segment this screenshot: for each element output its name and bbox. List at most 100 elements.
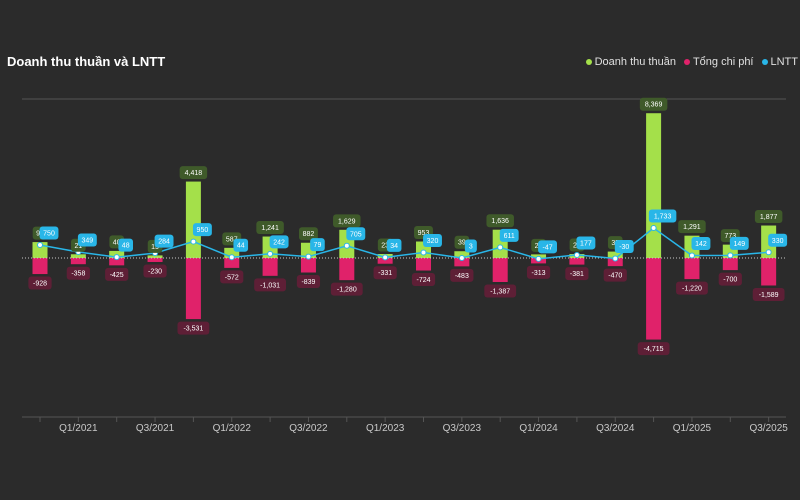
label-profit: 750 xyxy=(43,231,55,238)
label-cost: -1,589 xyxy=(759,292,779,299)
point-profit xyxy=(765,249,772,256)
label-revenue: 1,636 xyxy=(491,218,509,225)
label-revenue: 882 xyxy=(303,231,315,238)
label-cost: -1,280 xyxy=(337,287,357,294)
label-profit: 330 xyxy=(772,238,784,245)
label-profit: 349 xyxy=(82,237,94,244)
label-cost: -839 xyxy=(301,279,315,286)
x-tick-label: Q1/2021 xyxy=(59,423,98,434)
point-profit xyxy=(382,254,389,261)
label-cost-bg xyxy=(105,267,129,281)
bar-cost xyxy=(492,258,508,282)
label-profit: -47 xyxy=(542,244,552,251)
label-profit-bg xyxy=(691,237,711,251)
label-profit-bg xyxy=(386,238,402,252)
bar-revenue xyxy=(147,255,163,258)
bar-cost xyxy=(569,258,585,265)
chart-legend: Doanh thu thuần Tổng chi phí LNTT xyxy=(585,56,798,68)
bar-cost xyxy=(416,258,431,271)
label-profit-bg xyxy=(310,238,325,252)
label-profit: 177 xyxy=(580,240,592,247)
label-cost-bg xyxy=(28,276,52,290)
label-cost: -572 xyxy=(225,274,239,281)
label-profit-bg xyxy=(499,228,519,242)
label-revenue: 773 xyxy=(724,233,736,240)
point-profit xyxy=(190,238,197,245)
label-revenue-bg xyxy=(678,220,706,234)
bar-revenue xyxy=(70,254,86,258)
point-profit xyxy=(343,242,350,249)
point-profit xyxy=(573,251,580,258)
point-profit xyxy=(535,255,542,262)
legend-item-cost[interactable]: Tổng chi phí xyxy=(683,56,754,68)
point-profit xyxy=(727,252,734,259)
label-revenue-bg xyxy=(639,97,668,111)
label-profit-bg xyxy=(154,234,174,248)
label-profit-bg xyxy=(269,235,289,249)
label-profit-bg xyxy=(39,226,59,240)
bar-cost xyxy=(300,258,316,273)
label-profit: 3 xyxy=(469,243,473,250)
label-cost-bg xyxy=(296,275,321,289)
x-tick-label: Q3/2025 xyxy=(749,423,788,434)
label-cost: -470 xyxy=(608,273,622,280)
point-profit xyxy=(228,254,235,261)
label-cost-bg xyxy=(254,278,286,292)
bar-cost xyxy=(454,258,470,267)
label-cost: -425 xyxy=(110,272,124,279)
label-revenue: 23 xyxy=(381,243,389,250)
bar-revenue xyxy=(646,113,662,258)
label-profit-bg xyxy=(346,227,366,241)
label-cost-bg xyxy=(565,267,589,281)
label-cost: -724 xyxy=(416,277,430,284)
label-cost-bg xyxy=(526,265,551,279)
label-revenue: 1,291 xyxy=(683,224,701,231)
bar-cost xyxy=(147,258,163,262)
label-cost-bg xyxy=(220,270,244,284)
label-cost-bg xyxy=(676,281,708,295)
label-cost-bg xyxy=(330,282,363,296)
label-profit: 320 xyxy=(427,238,439,245)
label-revenue: 1,877 xyxy=(760,214,778,221)
x-tick-label: Q1/2024 xyxy=(519,423,558,434)
label-revenue: 4,418 xyxy=(185,170,203,177)
x-tick-label: Q1/2025 xyxy=(673,423,712,434)
bar-cost xyxy=(70,258,86,265)
label-profit: 284 xyxy=(158,239,170,246)
label-profit-bg xyxy=(768,233,788,247)
label-revenue-bg xyxy=(299,227,318,241)
label-revenue: 587 xyxy=(226,236,238,243)
label-cost-bg xyxy=(143,264,167,278)
label-profit-bg xyxy=(233,238,249,252)
legend-dot-profit xyxy=(761,59,768,65)
bar-cost xyxy=(262,258,278,276)
point-profit xyxy=(497,244,504,251)
label-profit: -30 xyxy=(619,244,629,251)
bar-revenue xyxy=(607,251,623,258)
label-revenue-bg xyxy=(333,214,361,228)
bar-revenue xyxy=(454,251,470,258)
label-revenue-bg xyxy=(486,214,514,228)
label-cost: -483 xyxy=(455,273,469,280)
label-cost: -313 xyxy=(532,270,546,277)
label-cost-bg xyxy=(66,266,90,280)
label-profit-bg xyxy=(77,233,97,247)
label-revenue-bg xyxy=(179,166,208,180)
label-cost: -1,220 xyxy=(682,286,702,293)
bar-cost xyxy=(224,258,240,268)
label-profit-bg xyxy=(576,236,596,250)
label-profit: 242 xyxy=(273,239,285,246)
label-cost-bg xyxy=(637,342,670,356)
bar-cost xyxy=(607,258,623,267)
label-cost: -1,031 xyxy=(260,282,280,289)
bar-cost xyxy=(185,258,201,320)
legend-item-revenue[interactable]: Doanh thu thuần xyxy=(585,56,676,68)
legend-item-profit[interactable]: LNTT xyxy=(761,56,798,68)
label-cost: -331 xyxy=(378,270,392,277)
label-profit: 44 xyxy=(237,243,245,250)
label-cost-bg xyxy=(373,266,397,280)
label-profit-bg xyxy=(423,233,442,247)
label-profit: 142 xyxy=(695,241,707,248)
label-revenue: 15 xyxy=(151,244,159,251)
